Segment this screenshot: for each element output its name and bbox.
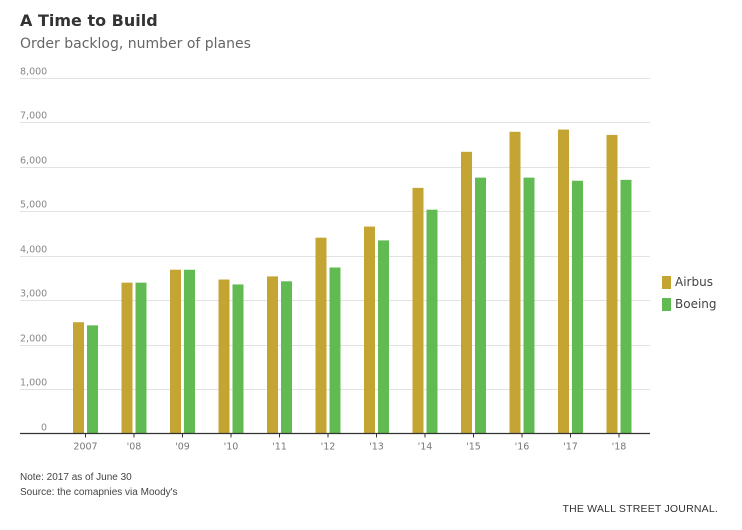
legend-swatch-boeing xyxy=(662,297,671,311)
x-tick-label: '11 xyxy=(272,442,287,453)
legend-swatch-airbus xyxy=(662,275,671,289)
y-tick-label: 0 xyxy=(41,423,47,434)
legend: Airbus Boeing xyxy=(662,271,717,315)
x-axis: 2007 '08 '09 '10 '11 '12 '13 '14 '15 '16 '17 '18 xyxy=(20,432,650,453)
x-tick-label: '18 xyxy=(612,442,627,453)
bar-boeing xyxy=(232,284,244,434)
y-tick-label: 7,000 xyxy=(20,111,47,122)
bar-airbus xyxy=(73,322,84,434)
y-tick-label: 2,000 xyxy=(20,334,47,345)
bar-airbus xyxy=(558,129,569,434)
bar-airbus xyxy=(606,134,618,434)
bar-airbus xyxy=(364,226,375,434)
bar-boeing xyxy=(620,179,632,434)
bar-airbus xyxy=(461,151,472,434)
bar-boeing xyxy=(184,269,195,434)
x-tick-label: '13 xyxy=(369,442,384,453)
y-tick-label: 8,000 xyxy=(20,67,47,78)
bar-airbus xyxy=(315,237,327,434)
x-tick-label: 2007 xyxy=(73,442,97,453)
legend-item-boeing: Boeing xyxy=(662,293,717,315)
y-tick-label: 4,000 xyxy=(20,245,47,256)
bar-airbus xyxy=(412,187,424,434)
y-tick-label: 5,000 xyxy=(20,200,47,211)
legend-label-boeing: Boeing xyxy=(675,297,717,311)
bar-boeing xyxy=(475,177,486,434)
y-tick-label: 6,000 xyxy=(20,156,47,167)
bar-boeing xyxy=(523,177,535,434)
footnotes: Note: 2017 as of June 30 Source: the com… xyxy=(20,470,178,500)
bar-airbus xyxy=(509,131,521,434)
bar-boeing xyxy=(378,240,389,434)
x-tick-label: '12 xyxy=(321,442,336,453)
bar-airbus xyxy=(170,269,181,434)
x-tick-label: '15 xyxy=(466,442,481,453)
bar-boeing xyxy=(87,325,98,434)
bar-boeing xyxy=(426,209,438,434)
bars xyxy=(73,129,632,434)
publisher-credit: THE WALL STREET JOURNAL. xyxy=(562,503,718,515)
note-text: Note: 2017 as of June 30 xyxy=(20,472,132,483)
bar-airbus xyxy=(121,282,133,434)
bar-airbus xyxy=(218,279,230,434)
bar-boeing xyxy=(329,267,341,434)
chart-title: A Time to Build xyxy=(20,11,158,30)
legend-label-airbus: Airbus xyxy=(675,275,713,289)
x-tick-label: '08 xyxy=(127,442,142,453)
x-tick-label: '16 xyxy=(515,442,530,453)
y-tick-label: 3,000 xyxy=(20,289,47,300)
bar-boeing xyxy=(281,281,292,434)
x-tick-label: '09 xyxy=(175,442,190,453)
bar-boeing xyxy=(572,180,583,434)
x-tick-label: '17 xyxy=(563,442,578,453)
x-tick-label: '14 xyxy=(418,442,433,453)
source-text: Source: the comapnies via Moody's xyxy=(20,487,178,498)
bar-boeing xyxy=(135,282,147,434)
bar-airbus xyxy=(267,276,278,434)
legend-item-airbus: Airbus xyxy=(662,271,717,293)
x-tick-label: '10 xyxy=(224,442,239,453)
chart-subtitle: Order backlog, number of planes xyxy=(20,36,251,52)
y-tick-label: 1,000 xyxy=(20,378,47,389)
